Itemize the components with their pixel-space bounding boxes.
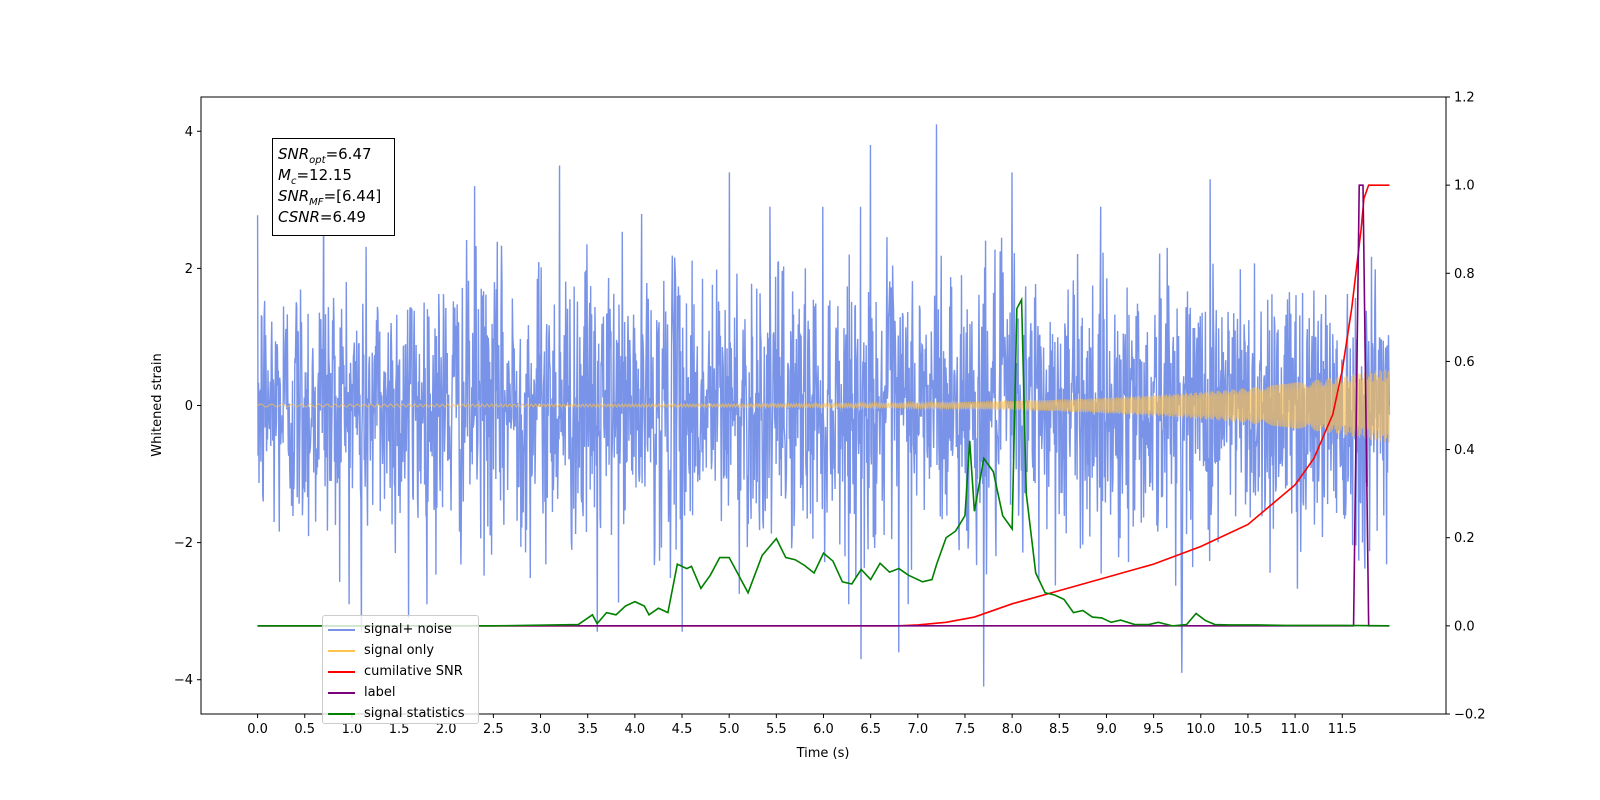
legend-item-label: label	[328, 682, 478, 703]
legend-item-signal-only: signal only	[328, 640, 478, 661]
legend-item-cumulative-snr: cumilative SNR	[328, 661, 478, 682]
legend-swatch	[328, 691, 355, 694]
y2-tick-label: −0.2	[1454, 708, 1486, 723]
y2-tick-label: 0.2	[1454, 531, 1475, 546]
x-tick-label: 8.0	[1002, 722, 1023, 737]
y-axis-right: 1.2 1.0 0.8 0.6 0.4 0.2 0.0 −0.2	[1446, 91, 1486, 723]
x-tick-label: 10.0	[1186, 722, 1215, 737]
y2-tick-label: 1.2	[1454, 91, 1475, 106]
x-tick-label: 9.0	[1096, 722, 1117, 737]
x-tick-label: 0.0	[247, 722, 268, 737]
x-tick-label: 6.0	[813, 722, 834, 737]
x-tick-label: 2.0	[436, 722, 457, 737]
legend-swatch	[328, 670, 355, 673]
legend: signal+ noise signal only cumilative SNR…	[322, 615, 479, 724]
y-tick-label: −4	[174, 673, 193, 688]
series-signal-noise	[256, 124, 1391, 687]
x-tick-label: 10.5	[1233, 722, 1262, 737]
y-tick-label: 2	[185, 262, 193, 277]
x-tick-label: 2.5	[483, 722, 504, 737]
x-tick-label: 1.5	[389, 722, 410, 737]
y-tick-label: −2	[174, 536, 193, 551]
legend-item-signal-noise: signal+ noise	[328, 619, 478, 640]
csnr-line: CSNR=6.49	[278, 208, 366, 226]
snr-mf-line: SNRMF=[6.44]	[278, 187, 382, 208]
snr-opt-line: SNRopt=6.47	[278, 145, 372, 166]
y2-tick-label: 1.0	[1454, 179, 1475, 194]
y-tick-label: 0	[185, 399, 193, 414]
x-tick-label: 4.5	[672, 722, 693, 737]
y2-tick-label: 0.8	[1454, 267, 1475, 282]
x-tick-label: 6.5	[860, 722, 881, 737]
x-axis-label: Time (s)	[796, 746, 850, 761]
x-tick-label: 11.0	[1281, 722, 1310, 737]
x-tick-label: 3.5	[577, 722, 598, 737]
legend-swatch	[328, 649, 355, 652]
x-tick-label: 5.5	[766, 722, 787, 737]
y2-tick-label: 0.4	[1454, 443, 1475, 458]
x-tick-label: 5.0	[719, 722, 740, 737]
x-axis: 0.0 0.5 1.0 1.5 2.0 2.5 3.0 3.5 4.0 4.5 5.0 5.5 6.0 6…	[247, 714, 1357, 737]
snr-info-box: SNRopt=6.47 Mc=12.15 SNRMF=[6.44] CSNR=6…	[272, 138, 395, 236]
y-axis-left: 4 2 0 −2 −4	[174, 125, 201, 688]
legend-item-signal-statistics: signal statistics	[328, 703, 478, 724]
x-tick-label: 9.5	[1143, 722, 1164, 737]
plot-area	[256, 124, 1391, 687]
series-signal-statistics	[257, 296, 1390, 627]
series-signal-only	[257, 369, 1391, 443]
x-tick-label: 3.0	[530, 722, 551, 737]
x-tick-label: 8.5	[1049, 722, 1070, 737]
legend-swatch	[328, 712, 355, 715]
y-axis-label: Whitened strain	[150, 353, 165, 456]
y-tick-label: 4	[185, 125, 193, 140]
series-cumilative-snr	[257, 184, 1390, 627]
x-tick-label: 0.5	[294, 722, 315, 737]
y2-tick-label: 0.0	[1454, 619, 1475, 634]
x-tick-label: 7.0	[907, 722, 928, 737]
mc-line: Mc=12.15	[278, 166, 352, 187]
y2-tick-label: 0.6	[1454, 355, 1475, 370]
legend-swatch	[328, 628, 355, 631]
x-tick-label: 4.0	[625, 722, 646, 737]
x-tick-label: 7.5	[955, 722, 976, 737]
x-tick-label: 1.0	[342, 722, 363, 737]
x-tick-label: 11.5	[1328, 722, 1357, 737]
